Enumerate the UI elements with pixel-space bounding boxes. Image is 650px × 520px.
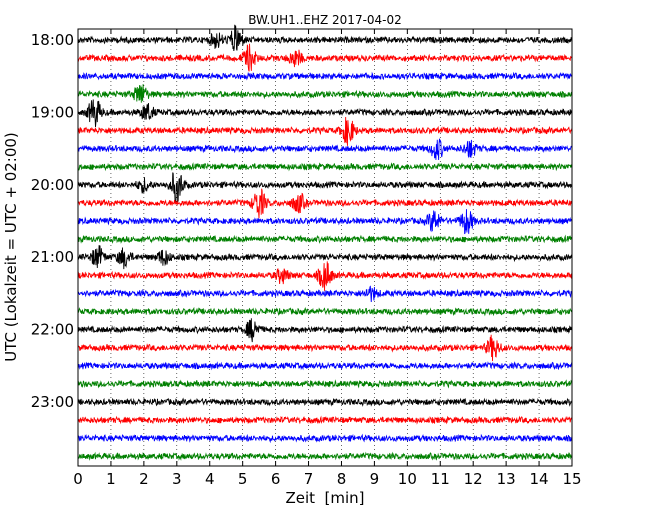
plot-frame — [77, 28, 573, 467]
y-tick-label: 20:00 — [31, 176, 74, 194]
trace-line — [77, 285, 573, 303]
trace-line — [77, 209, 573, 235]
x-tick-label: 2 — [139, 470, 149, 488]
x-tick-label: 5 — [238, 470, 248, 488]
trace-line — [77, 172, 573, 204]
trace-line — [77, 334, 573, 362]
y-tick-label: 22:00 — [31, 321, 74, 339]
trace-line — [77, 451, 573, 461]
trace-line — [77, 245, 573, 270]
y-axis-ticks: 18:00 19:00 20:00 21:00 22:00 23:00 — [31, 31, 572, 411]
trace-line — [77, 24, 573, 52]
trace-line — [77, 306, 573, 317]
trace-line — [77, 397, 573, 407]
trace-line — [77, 71, 573, 81]
chart-title: BW.UH1..EHZ 2017-04-02 — [248, 13, 402, 27]
x-tick-label: 4 — [205, 470, 215, 488]
y-tick-label: 18:00 — [31, 31, 74, 49]
x-tick-label: 14 — [530, 470, 549, 488]
x-tick-label: 9 — [370, 470, 380, 488]
y-axis-label: UTC (Lokalzeit = UTC + 02:00) — [2, 132, 20, 362]
trace-line — [77, 361, 573, 371]
trace-line — [77, 433, 573, 444]
trace-line — [77, 138, 573, 161]
grid-lines — [110, 29, 540, 466]
y-tick-label: 23:00 — [31, 393, 74, 411]
trace-line — [77, 188, 573, 219]
x-tick-label: 8 — [337, 470, 347, 488]
x-tick-label: 1 — [106, 470, 116, 488]
x-axis-ticks: 0 1 2 3 4 5 6 7 8 9 10 11 12 13 14 15 — [73, 29, 582, 488]
x-tick-label: 15 — [562, 470, 581, 488]
x-tick-label: 10 — [398, 470, 417, 488]
trace-line — [77, 117, 573, 146]
x-tick-label: 13 — [497, 470, 516, 488]
x-tick-label: 3 — [172, 470, 182, 488]
x-tick-label: 12 — [464, 470, 483, 488]
y-tick-label: 19:00 — [31, 103, 74, 121]
trace-line — [77, 99, 573, 128]
x-tick-label: 6 — [271, 470, 281, 488]
x-axis-label: Zeit [min] — [285, 489, 364, 507]
trace-line — [77, 43, 573, 72]
x-tick-label: 7 — [304, 470, 314, 488]
trace-line — [77, 234, 573, 244]
seismogram-traces — [77, 24, 573, 461]
x-tick-label: 0 — [73, 470, 83, 488]
trace-line — [77, 162, 573, 172]
trace-line — [77, 318, 573, 343]
trace-line — [77, 261, 573, 291]
trace-line — [77, 84, 573, 103]
x-tick-label: 11 — [431, 470, 450, 488]
trace-line — [77, 415, 573, 425]
trace-line — [77, 379, 573, 389]
y-tick-label: 21:00 — [31, 248, 74, 266]
